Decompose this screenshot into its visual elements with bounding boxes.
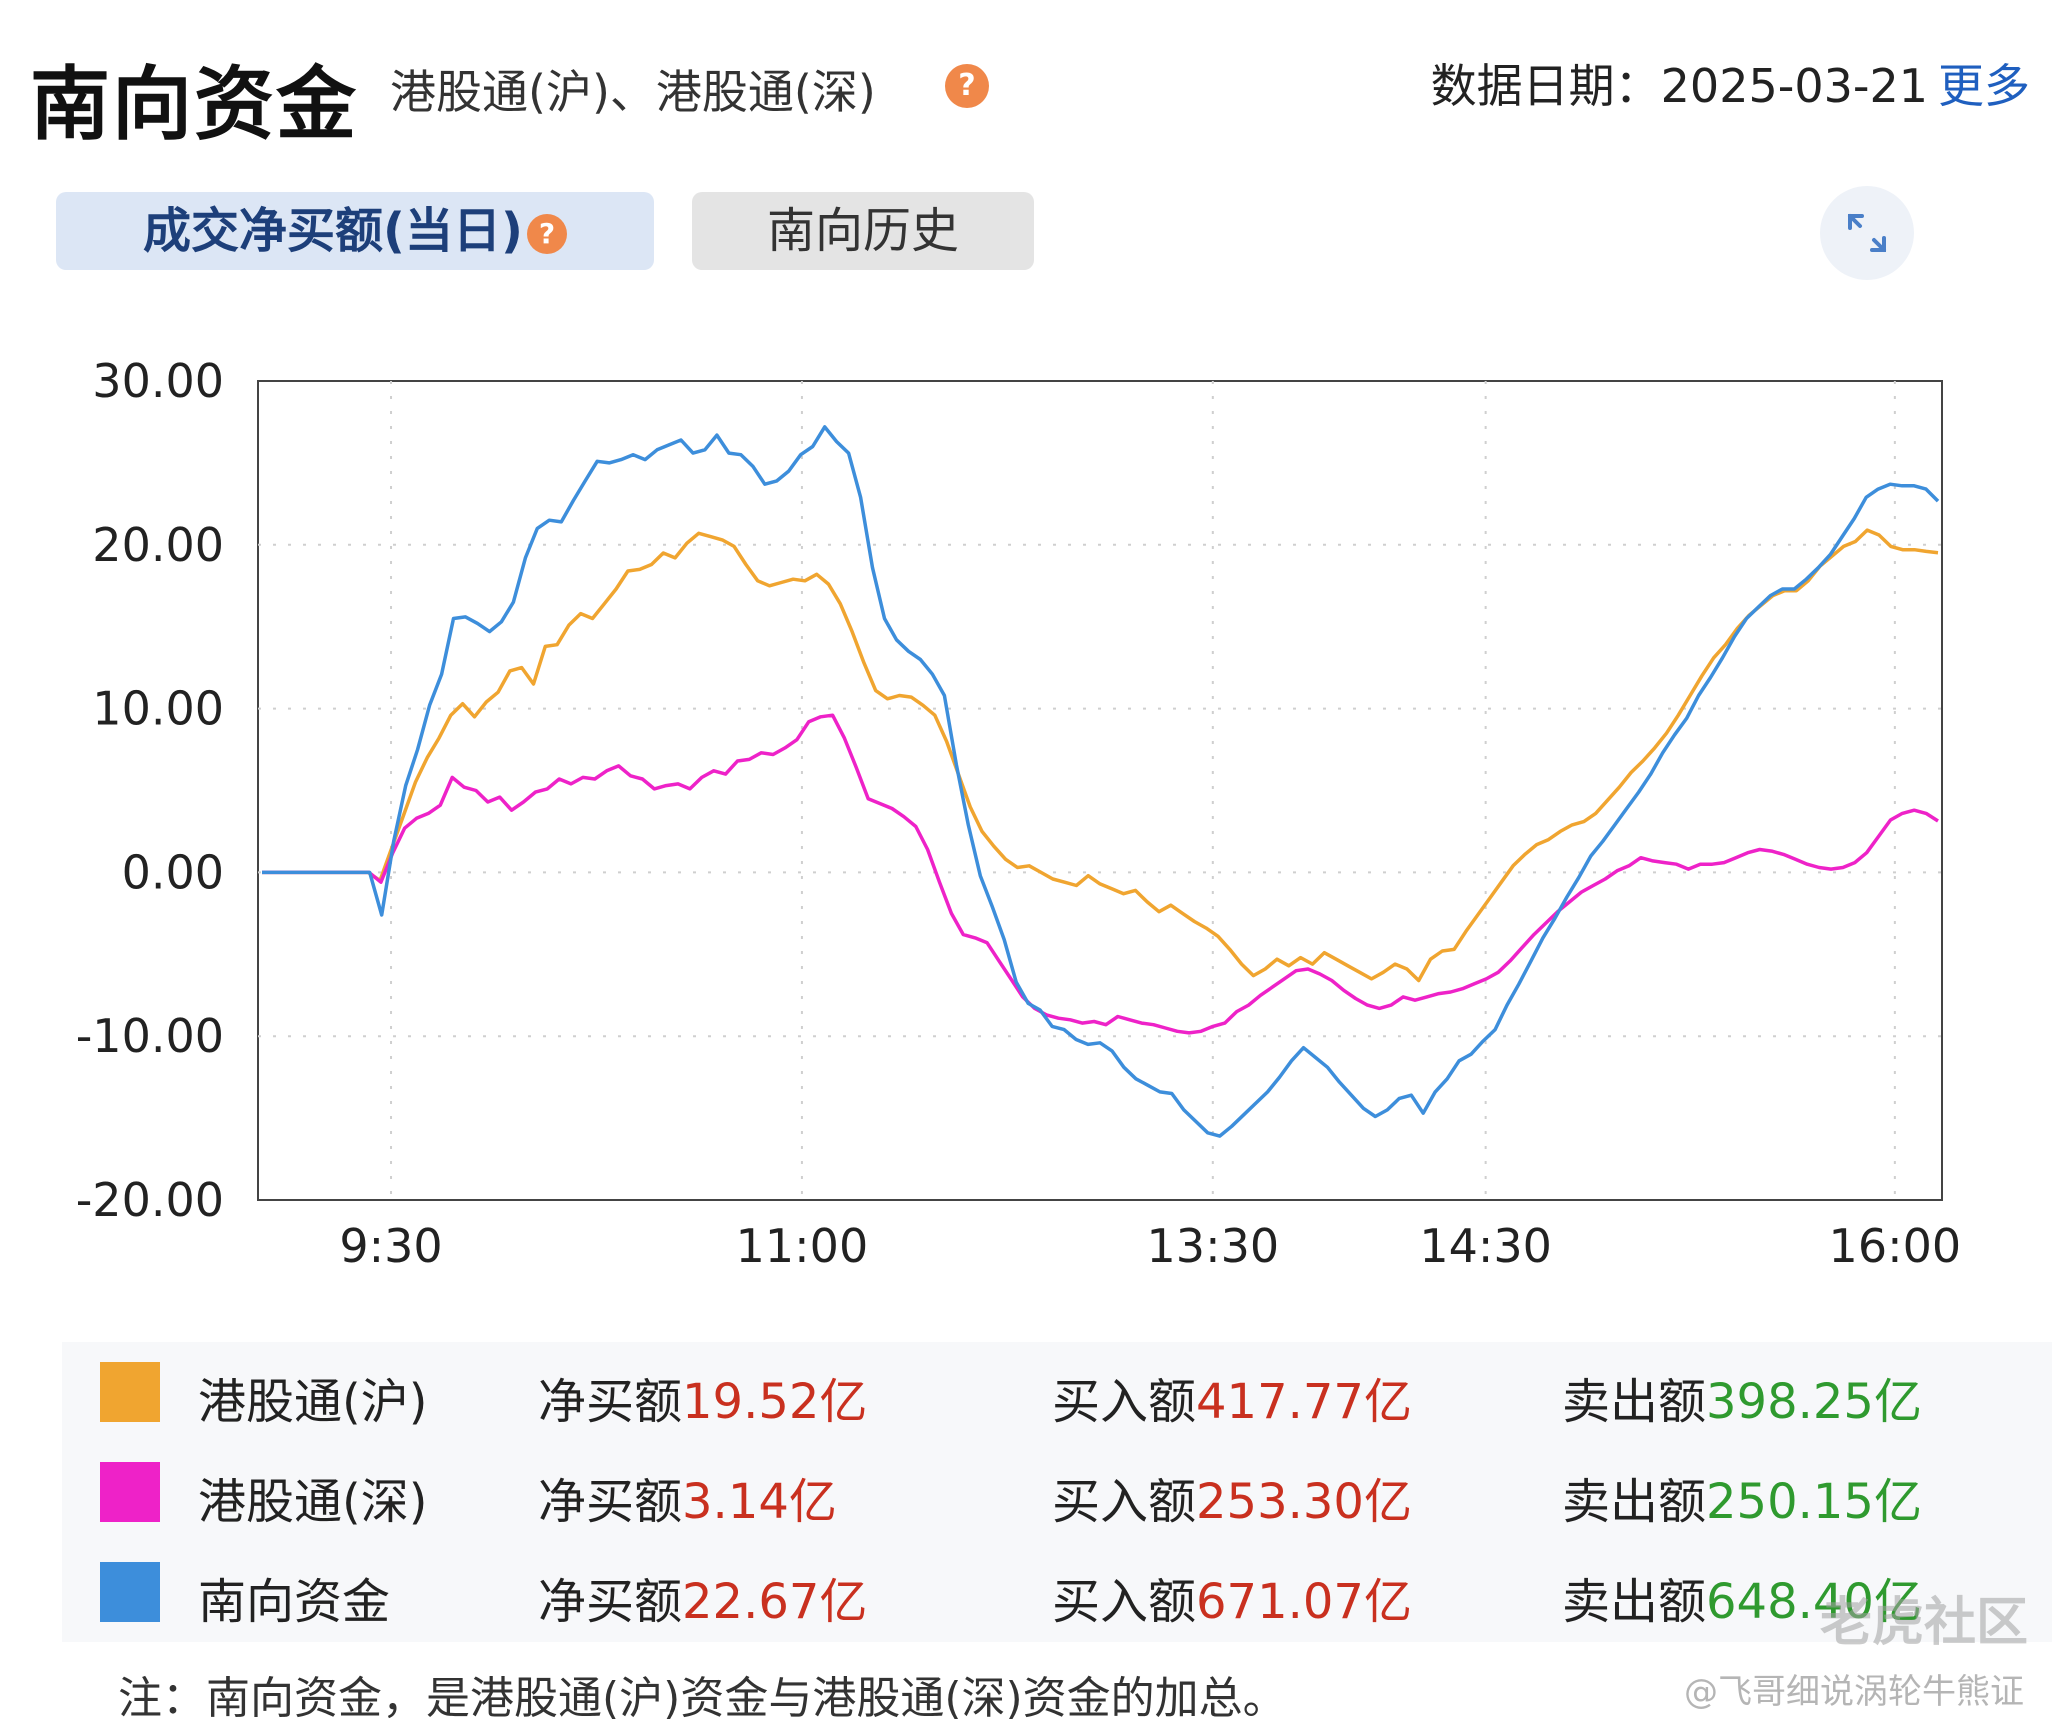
southbound-total-line bbox=[262, 425, 1940, 1138]
legend-swatch bbox=[100, 1362, 160, 1422]
x-tick-label: 13:30 bbox=[1147, 1219, 1280, 1273]
tab-label: 南向历史 bbox=[766, 203, 959, 259]
legend-row: 港股通(沪) 净买额19.52亿 买入额417.77亿 卖出额398.25亿 bbox=[62, 1342, 2052, 1442]
legend-row: 港股通(深) 净买额3.14亿 买入额253.30亿 卖出额250.15亿 bbox=[62, 1442, 2052, 1542]
date-value: 2025-03-21 bbox=[1660, 59, 1928, 113]
buy-amount: 买入额417.77亿 bbox=[1052, 1362, 1412, 1432]
buy-label: 买入额 bbox=[1052, 1574, 1197, 1630]
y-tick-label: -20.00 bbox=[76, 1173, 224, 1227]
legend-table: 港股通(沪) 净买额19.52亿 买入额417.77亿 卖出额398.25亿 港… bbox=[62, 1342, 2052, 1642]
y-tick-label: 20.00 bbox=[92, 518, 224, 572]
y-tick-label: 30.00 bbox=[92, 354, 224, 408]
page-title: 南向资金 bbox=[30, 58, 358, 151]
net-buy: 净买额3.14亿 bbox=[538, 1462, 837, 1532]
date-label: 数据日期： bbox=[1430, 59, 1661, 113]
net-buy-value: 22.67亿 bbox=[682, 1574, 868, 1630]
legend-swatch bbox=[100, 1562, 160, 1622]
net-buy-value: 19.52亿 bbox=[682, 1374, 868, 1430]
page-subtitle: 港股通(沪)、港股通(深) bbox=[390, 65, 876, 119]
expand-icon bbox=[1848, 214, 1886, 252]
sell-label: 卖出额 bbox=[1562, 1374, 1707, 1430]
expand-button[interactable] bbox=[1820, 186, 1914, 280]
net-buy-label: 净买额 bbox=[538, 1474, 683, 1530]
legend-name: 港股通(深) bbox=[198, 1474, 428, 1530]
x-tick-label: 14:30 bbox=[1419, 1219, 1552, 1273]
sell-label: 卖出额 bbox=[1562, 1474, 1707, 1530]
net-buy: 净买额19.52亿 bbox=[538, 1362, 867, 1432]
tab-net-buy-today[interactable]: 成交净买额(当日)? bbox=[56, 192, 654, 270]
buy-label: 买入额 bbox=[1052, 1374, 1197, 1430]
legend-swatch bbox=[100, 1462, 160, 1522]
x-tick-label: 11:00 bbox=[736, 1219, 869, 1273]
legend-row: 南向资金 净买额22.67亿 买入额671.07亿 卖出额648.40亿 bbox=[62, 1542, 2052, 1642]
y-tick-label: 0.00 bbox=[122, 845, 224, 899]
footnote: 注：南向资金，是港股通(沪)资金与港股通(深)资金的加总。 bbox=[118, 1673, 1287, 1724]
net-buy-line-chart: 30.00 20.00 10.00 0.00 -10.00 -20.00 9:30 11:00… bbox=[76, 354, 1962, 1273]
x-tick-label: 9:30 bbox=[339, 1219, 442, 1273]
sell-value: 398.25亿 bbox=[1706, 1374, 1922, 1430]
x-tick-label: 16:00 bbox=[1829, 1219, 1962, 1273]
sell-label: 卖出额 bbox=[1562, 1574, 1707, 1630]
help-icon[interactable]: ? bbox=[526, 214, 567, 254]
watermark: 老虎社区 bbox=[1819, 1593, 2028, 1653]
tab-southbound-history[interactable]: 南向历史 bbox=[692, 192, 1034, 270]
buy-amount: 买入额671.07亿 bbox=[1052, 1562, 1412, 1632]
net-buy-label: 净买额 bbox=[538, 1374, 683, 1430]
help-icon[interactable]: ? bbox=[945, 64, 989, 108]
buy-amount: 买入额253.30亿 bbox=[1052, 1462, 1412, 1532]
buy-value: 253.30亿 bbox=[1196, 1474, 1412, 1530]
buy-label: 买入额 bbox=[1052, 1474, 1197, 1530]
buy-value: 671.07亿 bbox=[1196, 1574, 1412, 1630]
legend-name: 南向资金 bbox=[198, 1574, 391, 1630]
buy-value: 417.77亿 bbox=[1196, 1374, 1412, 1430]
y-tick-label: -10.00 bbox=[76, 1009, 224, 1063]
net-buy-value: 3.14亿 bbox=[682, 1474, 837, 1530]
more-link[interactable]: 更多 bbox=[1938, 59, 2030, 113]
shenzhen-connect-line bbox=[262, 713, 1939, 1035]
legend-name: 港股通(沪) bbox=[198, 1374, 428, 1430]
watermark-author: @飞哥细说涡轮牛熊证 bbox=[1684, 1672, 2024, 1712]
plot-frame bbox=[257, 380, 1943, 1201]
shanghai-connect-line bbox=[262, 528, 1939, 983]
sell-amount: 卖出额648.40亿 bbox=[1562, 1562, 1922, 1632]
net-buy: 净买额22.67亿 bbox=[538, 1562, 867, 1632]
sell-amount: 卖出额398.25亿 bbox=[1562, 1362, 1922, 1432]
sell-value: 648.40亿 bbox=[1706, 1574, 1922, 1630]
sell-value: 250.15亿 bbox=[1706, 1474, 1922, 1530]
sell-amount: 卖出额250.15亿 bbox=[1562, 1462, 1922, 1532]
net-buy-label: 净买额 bbox=[538, 1574, 683, 1630]
y-tick-label: 10.00 bbox=[92, 682, 224, 736]
tab-label: 成交净买额(当日) bbox=[143, 203, 523, 259]
data-date: 数据日期：2025-03-21 更多 bbox=[1431, 50, 2030, 116]
